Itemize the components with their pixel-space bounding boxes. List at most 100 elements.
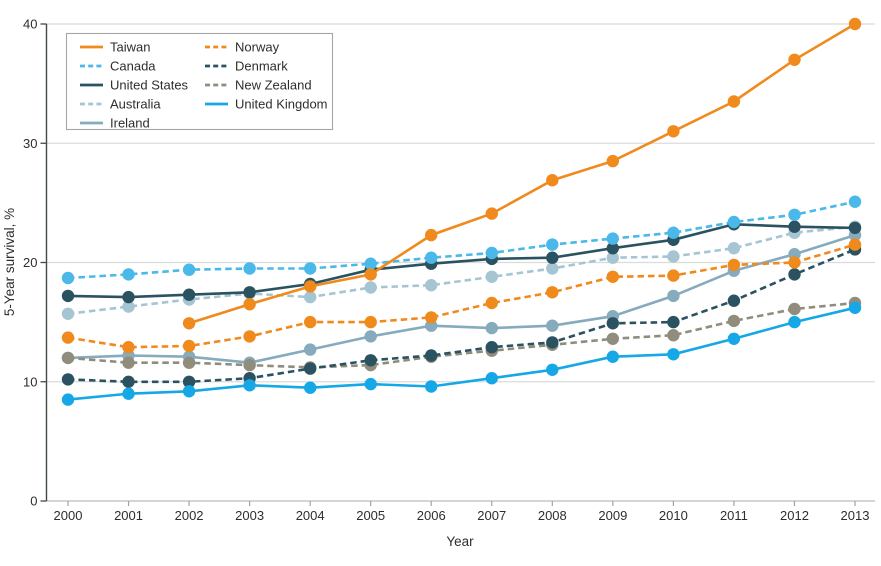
data-point-united-kingdom: [667, 348, 680, 361]
data-point-canada: [182, 263, 196, 276]
data-point-united-states: [182, 288, 196, 301]
data-series: [61, 17, 862, 406]
data-point-united-kingdom: [425, 380, 438, 393]
legend-label-ireland: Ireland: [110, 116, 150, 131]
data-point-norway: [425, 311, 438, 324]
data-point-ireland: [485, 321, 498, 335]
data-point-canada: [485, 246, 498, 260]
data-point-united-kingdom: [485, 372, 498, 385]
series-line-australia: [67, 225, 856, 316]
series-united-kingdom: [61, 301, 862, 406]
data-point-denmark: [606, 317, 619, 330]
data-point-new-zealand: [788, 302, 801, 316]
data-point-united-states: [243, 286, 256, 299]
y-tick-label: 10: [23, 374, 37, 389]
x-tick-label: 2004: [296, 508, 325, 523]
data-point-norway: [485, 296, 498, 310]
data-point-united-kingdom: [546, 363, 559, 376]
x-tick-label: 2002: [175, 508, 204, 523]
data-point-norway: [182, 339, 196, 353]
data-point-australia: [304, 290, 317, 304]
legend-item: New Zealand: [205, 78, 312, 93]
data-point-taiwan: [788, 53, 801, 66]
y-tick-label: 20: [23, 255, 37, 270]
data-point-norway: [364, 315, 377, 329]
series-ireland: [61, 228, 862, 369]
series-line-taiwan: [188, 22, 856, 325]
data-point-taiwan: [182, 317, 196, 330]
axes: 0 10 20 30 40 2000 2001 2002 2003 2004 2005 2006 200…: [23, 17, 875, 523]
x-tick-label: 2009: [598, 508, 627, 523]
data-point-new-zealand: [122, 356, 135, 369]
data-point-united-kingdom: [61, 393, 75, 406]
x-tick-label: 2006: [417, 508, 446, 523]
data-point-taiwan: [667, 125, 680, 138]
y-tick-label: 40: [23, 17, 37, 32]
x-tick-label: 2003: [235, 508, 264, 523]
data-point-norway: [606, 270, 619, 283]
series-new-zealand: [61, 296, 862, 374]
data-point-norway: [243, 330, 256, 343]
series-united-states: [61, 218, 862, 304]
x-tick-label: 2011: [720, 508, 748, 523]
legend-label-united-states: United States: [110, 78, 189, 93]
data-point-norway: [727, 258, 741, 272]
data-point-canada: [727, 215, 741, 229]
x-tick-label: 2008: [538, 508, 567, 523]
data-point-new-zealand: [727, 314, 741, 328]
legend-item: Taiwan: [80, 40, 150, 55]
data-point-united-states: [61, 289, 75, 303]
legend-label-new-zealand: New Zealand: [235, 78, 312, 93]
legend-item: Norway: [205, 40, 280, 55]
legend-item: United Kingdom: [205, 97, 328, 112]
data-point-canada: [304, 262, 317, 275]
data-point-united-kingdom: [848, 301, 862, 314]
data-point-australia: [546, 262, 559, 275]
data-point-norway: [788, 256, 801, 269]
data-point-united-kingdom: [182, 385, 196, 398]
data-point-united-kingdom: [727, 332, 741, 345]
data-point-denmark: [546, 336, 559, 349]
data-point-australia: [425, 279, 438, 292]
legend-label-australia: Australia: [110, 97, 161, 112]
data-point-australia: [61, 307, 75, 320]
data-point-taiwan: [848, 17, 862, 31]
data-point-norway: [667, 269, 680, 282]
data-point-ireland: [667, 289, 680, 303]
series-taiwan: [182, 17, 862, 330]
data-point-canada: [425, 251, 438, 264]
x-tick-label: 2007: [477, 508, 506, 523]
legend-item: United States: [80, 78, 189, 93]
data-point-new-zealand: [606, 332, 619, 345]
data-point-australia: [485, 270, 498, 283]
data-point-canada: [606, 232, 619, 245]
data-point-norway: [546, 286, 559, 299]
data-point-denmark: [364, 354, 377, 367]
data-point-denmark: [425, 349, 438, 362]
data-point-united-kingdom: [243, 379, 256, 392]
data-point-taiwan: [364, 268, 377, 281]
legend: Taiwan Canada United States Australia Irelan…: [65, 32, 334, 131]
data-point-canada: [848, 195, 862, 208]
series-line-new-zealand: [67, 301, 856, 369]
data-point-canada: [122, 268, 135, 281]
series-line-united-states: [67, 222, 856, 299]
series-canada: [61, 195, 862, 285]
data-point-taiwan: [243, 298, 256, 311]
series-line-canada: [67, 200, 856, 280]
data-point-ireland: [546, 319, 559, 332]
data-point-australia: [667, 250, 680, 263]
legend-item: Ireland: [80, 116, 150, 131]
data-point-united-kingdom: [304, 381, 317, 394]
data-point-united-states: [848, 221, 862, 235]
x-tick-label: 2000: [54, 508, 83, 523]
data-point-australia: [122, 300, 135, 313]
data-point-united-states: [546, 251, 559, 264]
data-point-canada: [61, 271, 75, 285]
data-point-united-kingdom: [122, 387, 135, 400]
legend-label-united-kingdom: United Kingdom: [235, 97, 328, 112]
legend-item: Denmark: [205, 59, 288, 74]
legend-label-taiwan: Taiwan: [110, 40, 150, 55]
data-point-norway: [61, 331, 75, 344]
